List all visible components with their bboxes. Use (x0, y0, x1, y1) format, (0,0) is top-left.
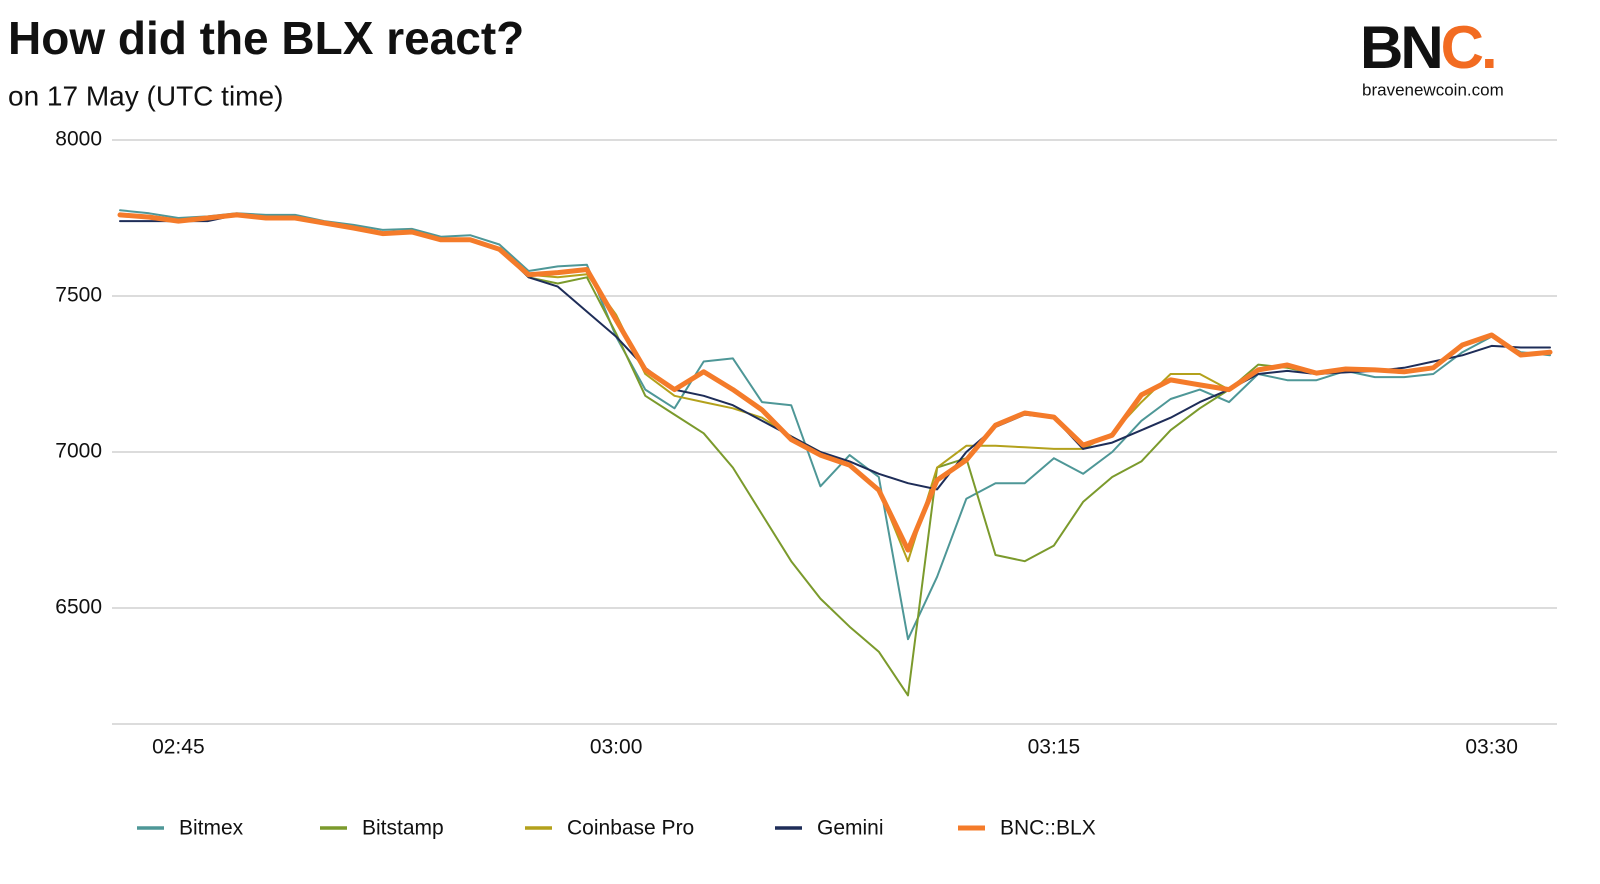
legend-label: Bitstamp (362, 817, 444, 840)
chart-subtitle: on 17 May (UTC time) (8, 80, 283, 111)
legend-label: Coinbase Pro (567, 817, 694, 840)
logo-accent: C. (1441, 14, 1495, 81)
legend-label: Gemini (817, 817, 884, 840)
logo-text: BNC. (1360, 14, 1495, 81)
y-tick-label: 6500 (55, 596, 102, 619)
y-tick-label: 7000 (55, 440, 102, 463)
logo-site: bravenewcoin.com (1362, 80, 1504, 99)
x-tick-label: 03:30 (1465, 736, 1518, 759)
legend-label: Bitmex (179, 817, 244, 840)
x-tick-label: 03:15 (1028, 736, 1081, 759)
logo: BNC. bravenewcoin.com (1360, 14, 1504, 100)
series-line (119, 213, 1551, 563)
chart-title: How did the BLX react? (8, 12, 524, 64)
y-tick-label: 8000 (55, 128, 102, 151)
legend-label: BNC::BLX (1000, 817, 1096, 840)
x-tick-label: 02:45 (152, 736, 205, 759)
series-line (117, 212, 1553, 553)
logo-main: BN (1360, 14, 1441, 81)
x-tick-label: 03:00 (590, 736, 643, 759)
series-line (119, 213, 1551, 697)
series-line (119, 213, 1551, 491)
series-line (119, 209, 1551, 641)
y-tick-label: 7500 (55, 284, 102, 307)
